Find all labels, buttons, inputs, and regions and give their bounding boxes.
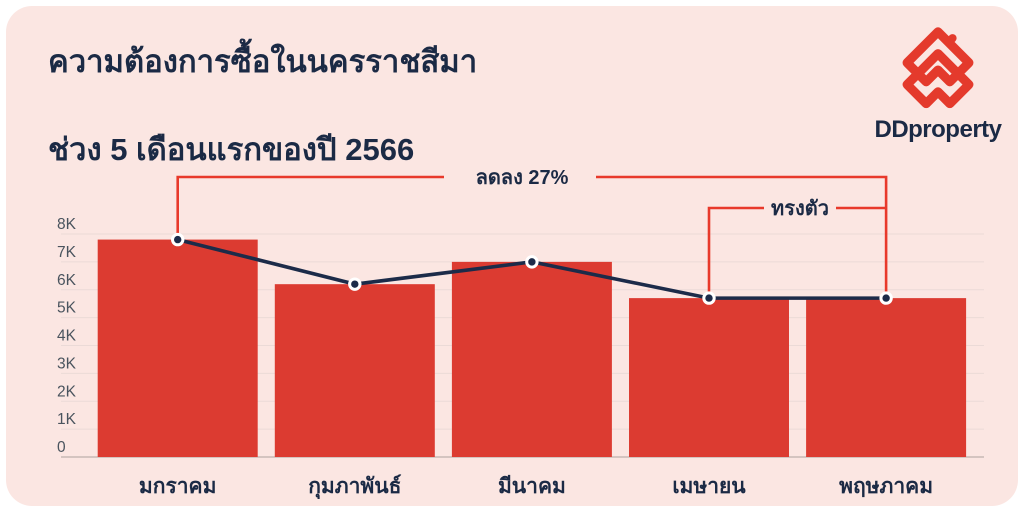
chart-bar: [806, 298, 967, 457]
annotation-label: ทรงตัว: [771, 198, 829, 220]
x-category-label: พฤษภาคม: [839, 475, 933, 498]
chart-bar: [97, 239, 258, 457]
annotation-label: ลดลง 27%: [476, 167, 569, 189]
ddproperty-wordmark: DDproperty: [874, 116, 1002, 143]
data-point: [525, 255, 539, 269]
data-point: [348, 277, 362, 291]
chart-title: ความต้องการซื้อในนครราชสีมา ช่วง 5 เดือน…: [48, 40, 477, 172]
y-tick-label: 4K: [57, 328, 77, 345]
x-category-label: มีนาคม: [498, 474, 566, 498]
x-category-label: กุมภาพันธ์: [308, 474, 401, 500]
y-tick-label: 5K: [57, 300, 77, 317]
chart-bar: [629, 298, 789, 457]
chart-bar: [451, 261, 612, 457]
ddproperty-house-icon: [902, 27, 974, 109]
annotation-bracket-stable: [707, 206, 887, 299]
title-line-2: ช่วง 5 เดือนแรกของปี 2566: [48, 132, 415, 167]
data-point: [702, 291, 716, 305]
y-tick-label: 7K: [57, 244, 77, 261]
y-tick-label: 2K: [57, 383, 77, 400]
demand-bar-chart: 0 1K 2K 3K 4K 5K 6K 7K 8K มกราคม กุมภาพันธ์ มีนาคม เ…: [57, 163, 984, 500]
infographic-card: ความต้องการซื้อในนครราชสีมา ช่วง 5 เดือน…: [6, 6, 1018, 506]
y-tick-label: 1K: [57, 411, 77, 428]
y-tick-label: 0: [57, 439, 66, 456]
x-category-label: มกราคม: [139, 475, 217, 498]
data-point: [171, 232, 185, 247]
y-tick-label: 3K: [57, 355, 77, 372]
title-line-1: ความต้องการซื้อในนครราชสีมา: [48, 44, 478, 79]
ddproperty-logo: DDproperty: [872, 26, 1004, 144]
data-point: [879, 291, 893, 305]
y-tick-label: 6K: [57, 272, 77, 289]
annotation-bracket-decrease: [176, 175, 888, 299]
x-category-label: เมษายน: [672, 475, 746, 498]
chart-bar: [274, 284, 435, 457]
y-tick-label: 8K: [57, 216, 77, 233]
